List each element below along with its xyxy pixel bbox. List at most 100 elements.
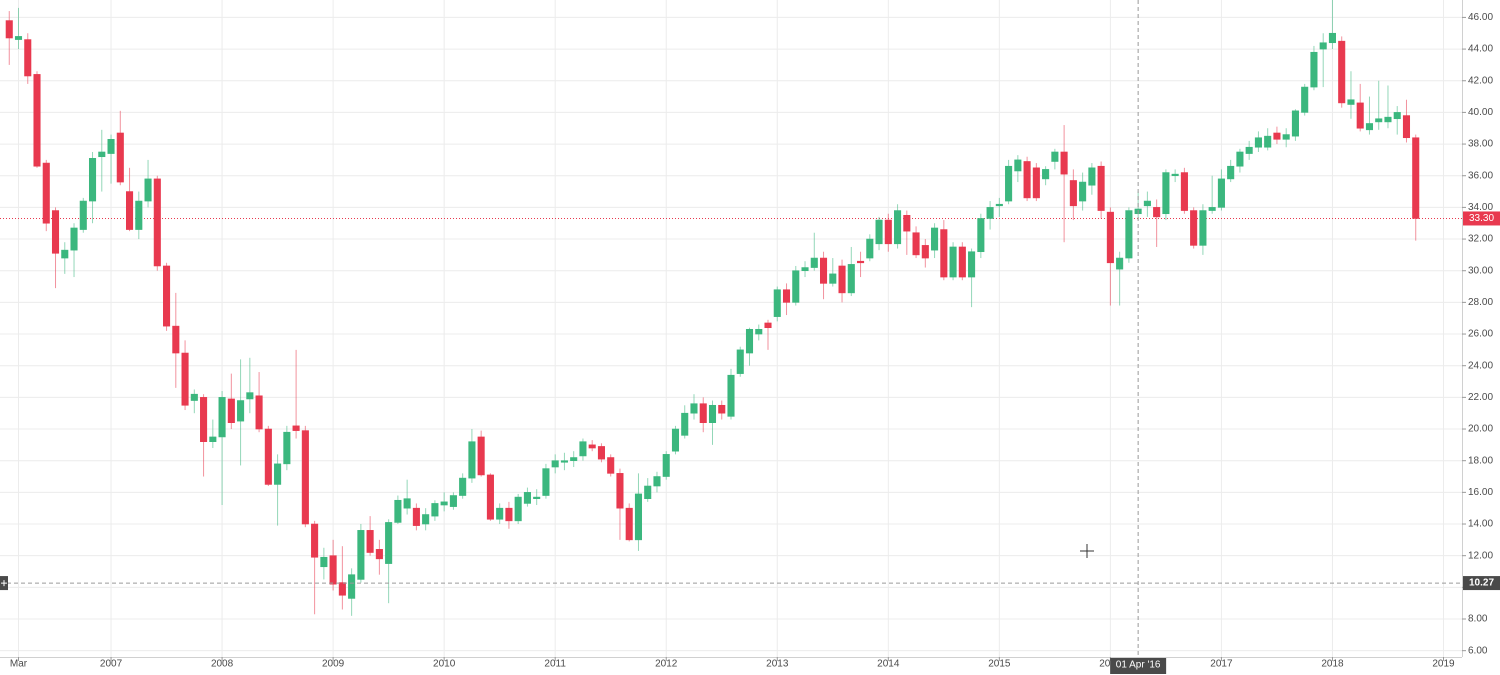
candle-body [607, 457, 615, 474]
candle-body [1051, 151, 1059, 162]
candle-body [264, 428, 272, 485]
candle-body [1393, 112, 1401, 120]
candle-body [1412, 137, 1420, 219]
candle-body [681, 412, 689, 436]
candle-body [1060, 151, 1068, 175]
candle-body [977, 218, 985, 253]
candle-body [459, 477, 467, 496]
candle-body [366, 530, 374, 553]
candle-body [773, 289, 781, 317]
candle-body [570, 457, 578, 461]
candle-body [440, 501, 448, 506]
candle-body [1384, 116, 1392, 123]
y-tick-label: 36.00 [1468, 170, 1493, 181]
candle-body [144, 178, 152, 202]
candle-body [1032, 167, 1040, 199]
candle-body [338, 582, 346, 596]
x-tick-label: 2014 [877, 659, 900, 670]
candle-body [98, 151, 106, 158]
candle-body [403, 498, 411, 509]
candle-body [949, 246, 957, 278]
y-tick-label: 14.00 [1468, 519, 1493, 530]
candle-body [468, 441, 476, 479]
candle-body [107, 139, 115, 154]
candle-body [163, 265, 171, 327]
candle-body [1171, 173, 1179, 177]
candle-body [588, 444, 596, 449]
candle-body [551, 460, 559, 468]
candle-body [1097, 165, 1105, 211]
candle-body [829, 273, 837, 284]
candle-body [792, 270, 800, 303]
candle-body [764, 322, 772, 329]
candle-body [1356, 102, 1364, 129]
candle-body [1347, 99, 1355, 105]
candle-body [894, 210, 902, 245]
candle-body [857, 260, 865, 264]
candle-body [866, 238, 874, 259]
candle-body [560, 460, 568, 463]
candle-body [255, 395, 263, 430]
candle-body [995, 203, 1003, 207]
candle-body [653, 476, 661, 487]
candle-body [699, 403, 707, 423]
candle-body [375, 549, 383, 560]
candle-body [514, 496, 522, 522]
candle-body [810, 257, 818, 268]
candle-body [505, 507, 513, 522]
y-tick-label: 40.00 [1468, 107, 1493, 118]
candle-body [1319, 42, 1327, 50]
candle-body [190, 393, 198, 401]
candle-body [449, 495, 457, 507]
candle-body [755, 328, 763, 335]
crosshair-price-label: 10.27 [1469, 578, 1494, 589]
candle-body [311, 523, 319, 558]
candle-body [662, 454, 670, 477]
crosshair-price-badge [1463, 576, 1500, 591]
candle-body [24, 39, 32, 77]
candle-body [847, 264, 855, 294]
y-tick-label: 18.00 [1468, 455, 1493, 466]
x-tick-label: 2018 [1321, 659, 1344, 670]
candle-body [1079, 181, 1087, 202]
candle-body [1005, 165, 1013, 202]
candle-body [1153, 207, 1161, 218]
y-tick-label: 12.00 [1468, 550, 1493, 561]
crosshair-date-badge [1110, 658, 1167, 674]
candle-body [181, 352, 189, 406]
crosshair-date-label: 01 Apr '16 [1116, 660, 1161, 671]
y-tick-label: 22.00 [1468, 392, 1493, 403]
candle-body [884, 219, 892, 245]
candle-body [523, 492, 531, 504]
candle-body [1338, 40, 1346, 104]
candle-body [671, 428, 680, 452]
candle-body [921, 245, 929, 259]
y-tick-label: 46.00 [1468, 12, 1493, 23]
candle-body [292, 425, 300, 431]
y-tick-label: 28.00 [1468, 297, 1493, 308]
x-tick-label: 2017 [1210, 659, 1233, 670]
candle-body [1162, 172, 1170, 215]
candle-body [542, 468, 550, 496]
candle-body [1291, 110, 1299, 137]
candle-body [597, 446, 605, 460]
candle-body [422, 514, 430, 525]
candle-body [1208, 207, 1216, 211]
candle-body [690, 403, 698, 414]
candle-body [486, 474, 494, 520]
last-price-badge [1463, 211, 1500, 226]
y-tick-label: 44.00 [1468, 44, 1493, 55]
candle-body [1180, 172, 1188, 211]
candle-body [237, 400, 245, 422]
candle-body [1227, 165, 1235, 180]
candle-body [116, 132, 124, 183]
crosshair-handle-icon [1, 580, 7, 587]
candle-body [274, 463, 282, 485]
x-tick-label: Mar [10, 659, 28, 670]
candle-body [1190, 210, 1198, 246]
candle-body [172, 325, 180, 354]
candle-body [1199, 210, 1207, 246]
candle-body [1245, 146, 1253, 154]
